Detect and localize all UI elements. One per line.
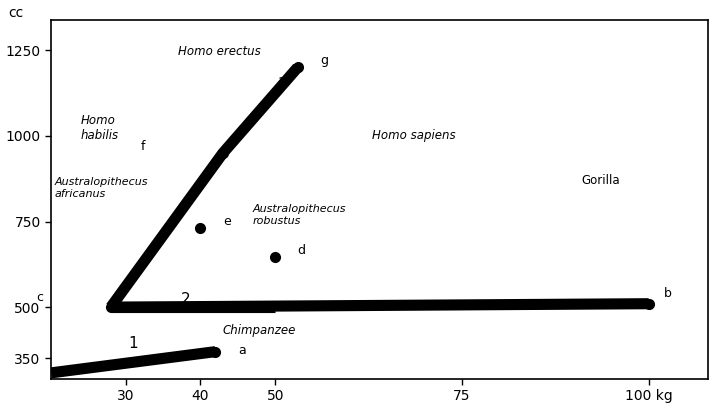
Text: Homo
habilis: Homo habilis	[81, 114, 119, 142]
Text: Homo sapiens: Homo sapiens	[372, 129, 456, 142]
Text: 1: 1	[129, 335, 138, 351]
Text: Gorilla: Gorilla	[581, 173, 620, 187]
Text: cc: cc	[9, 6, 24, 20]
Text: 3: 3	[278, 77, 288, 92]
Text: c: c	[36, 291, 43, 304]
Text: g: g	[320, 54, 328, 67]
Text: d: d	[298, 245, 306, 258]
Text: Chimpanzee: Chimpanzee	[223, 324, 296, 337]
Text: Homo erectus: Homo erectus	[178, 45, 261, 58]
Text: a: a	[238, 344, 246, 357]
Text: Australopithecus
africanus: Australopithecus africanus	[55, 177, 149, 199]
Text: f: f	[141, 140, 145, 153]
Text: b: b	[663, 287, 671, 300]
Text: Australopithecus
robustus: Australopithecus robustus	[253, 204, 346, 226]
Text: 2: 2	[181, 292, 191, 307]
Text: e: e	[223, 216, 231, 228]
